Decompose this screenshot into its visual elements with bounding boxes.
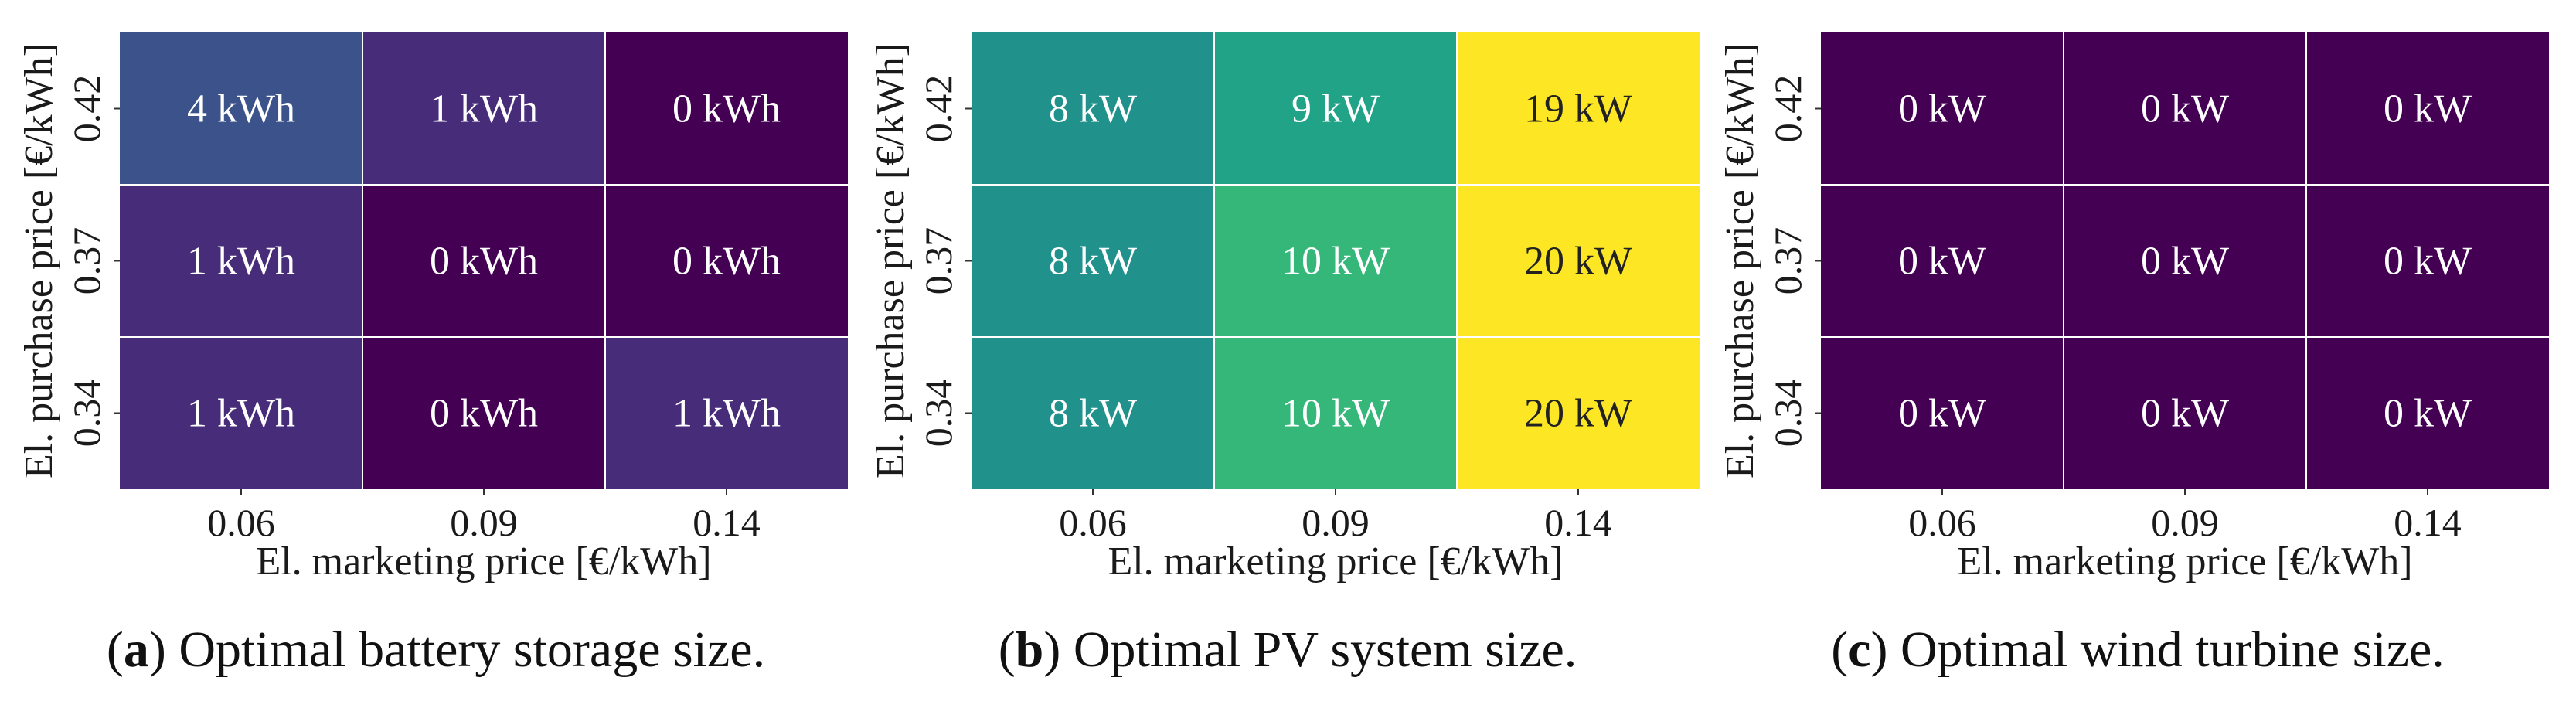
cell-value-label: 19 kW [1524, 87, 1632, 131]
y-tick-label: 0.37 [65, 227, 108, 295]
y-tick-label: 0.42 [65, 75, 108, 143]
x-axis-label: El. marketing price [€/kWh] [1108, 540, 1563, 584]
heatmap-cell-a-1-1 [362, 185, 605, 337]
heatmap-cell-a-2-1 [362, 337, 605, 489]
cell-value-label: 1 kWh [672, 392, 781, 436]
cell-value-label: 0 kW [1898, 240, 1986, 284]
cell-value-label: 20 kW [1524, 392, 1632, 436]
cell-value-label: 8 kW [1049, 392, 1137, 436]
heatmap-cell-c-0-2 [2306, 32, 2549, 185]
y-tick-label: 0.37 [1766, 227, 1809, 295]
x-tick-label: 0.06 [207, 501, 275, 544]
cell-value-label: 0 kW [2384, 240, 2472, 284]
heatmap-cell-c-2-2 [2306, 337, 2549, 489]
heatmap-cell-a-1-2 [605, 185, 848, 337]
heatmap-cell-b-1-1 [1214, 185, 1457, 337]
panel-caption: (b) Optimal PV system size. [999, 621, 1577, 678]
cell-value-label: 9 kW [1291, 87, 1380, 131]
x-tick-label: 0.06 [1059, 501, 1127, 544]
cell-value-label: 10 kW [1281, 392, 1390, 436]
y-tick-label: 0.37 [917, 227, 960, 295]
heatmap-cell-c-1-2 [2306, 185, 2549, 337]
x-tick-label: 0.14 [692, 501, 761, 544]
cell-value-label: 0 kWh [672, 87, 781, 131]
cell-value-label: 0 kWh [672, 240, 781, 284]
y-tick-label: 0.42 [917, 75, 960, 143]
cell-value-label: 8 kW [1049, 240, 1137, 284]
y-axis-label: El. purchase price [€/kWh] [1718, 43, 1762, 478]
y-tick-label: 0.34 [65, 380, 108, 448]
heatmap-cell-b-0-1 [1214, 32, 1457, 185]
heatmap-cell-a-0-0 [120, 32, 362, 185]
heatmap-cell-a-2-0 [120, 337, 362, 489]
heatmap-cell-a-2-2 [605, 337, 848, 489]
panel-caption: (c) Optimal wind turbine size. [1831, 621, 2445, 678]
heatmap-cell-b-1-2 [1457, 185, 1700, 337]
heatmap-cell-b-2-1 [1214, 337, 1457, 489]
x-axis-label: El. marketing price [€/kWh] [1957, 540, 2412, 584]
x-tick-label: 0.09 [2151, 501, 2219, 544]
heatmap-cell-c-1-0 [1821, 185, 2064, 337]
panel-caption-letter: b [1016, 621, 1044, 678]
heatmap-cell-c-0-0 [1821, 32, 2064, 185]
cell-value-label: 4 kWh [187, 87, 295, 131]
heatmap-cell-b-0-0 [972, 32, 1214, 185]
y-axis-label: El. purchase price [€/kWh] [17, 43, 61, 478]
cell-value-label: 20 kW [1524, 240, 1632, 284]
cell-value-label: 0 kW [2141, 87, 2229, 131]
cell-value-label: 0 kWh [430, 240, 538, 284]
cell-value-label: 0 kW [1898, 392, 1986, 436]
x-tick-label: 0.14 [2394, 501, 2462, 544]
heatmap-cell-b-2-2 [1457, 337, 1700, 489]
x-tick-label: 0.06 [1908, 501, 1976, 544]
x-tick-label: 0.09 [450, 501, 518, 544]
cell-value-label: 8 kW [1049, 87, 1137, 131]
heatmap-cell-c-2-1 [2064, 337, 2306, 489]
heatmap-cell-a-1-0 [120, 185, 362, 337]
heatmap-panel-a: 4 kWh 1 kWh 0 kWh 1 kWh 0 kWh 0 kWh 1 kWh 0 kWh… [17, 32, 848, 678]
y-tick-label: 0.42 [1766, 75, 1809, 143]
heatmap-cell-c-0-1 [2064, 32, 2306, 185]
cell-value-label: 1 kWh [430, 87, 538, 131]
cell-value-label: 0 kW [2141, 392, 2229, 436]
heatmap-cell-a-0-2 [605, 32, 848, 185]
cell-value-label: 0 kWh [430, 392, 538, 436]
heatmap-cell-b-2-0 [972, 337, 1214, 489]
panel-caption-letter: c [1848, 621, 1870, 678]
panel-caption: (a) Optimal battery storage size. [107, 621, 765, 678]
x-axis-label: El. marketing price [€/kWh] [256, 540, 711, 584]
heatmap-cell-c-2-0 [1821, 337, 2064, 489]
cell-value-label: 0 kW [2384, 392, 2472, 436]
x-tick-label: 0.09 [1302, 501, 1370, 544]
y-tick-label: 0.34 [1766, 380, 1809, 448]
heatmap-cell-b-1-0 [972, 185, 1214, 337]
x-tick-label: 0.14 [1544, 501, 1612, 544]
heatmap-cell-a-0-1 [362, 32, 605, 185]
heatmap-panel-b: 8 kW 9 kW 19 kW 8 kW 10 kW 20 kW 8 kW 10 kW 20 k… [869, 32, 1700, 678]
cell-value-label: 0 kW [2141, 240, 2229, 284]
y-axis-label: El. purchase price [€/kWh] [869, 43, 913, 478]
cell-value-label: 0 kW [2384, 87, 2472, 131]
heatmap-panel-c: 0 kW 0 kW 0 kW 0 kW 0 kW 0 kW 0 kW 0 kW 0 kW 0.06… [1718, 32, 2549, 678]
cell-value-label: 10 kW [1281, 240, 1390, 284]
heatmap-cell-b-0-2 [1457, 32, 1700, 185]
cell-value-label: 1 kWh [187, 240, 295, 284]
y-tick-label: 0.34 [917, 380, 960, 448]
cell-value-label: 0 kW [1898, 87, 1986, 131]
cell-value-label: 1 kWh [187, 392, 295, 436]
heatmap-cell-c-1-1 [2064, 185, 2306, 337]
panel-caption-letter: a [124, 621, 149, 678]
